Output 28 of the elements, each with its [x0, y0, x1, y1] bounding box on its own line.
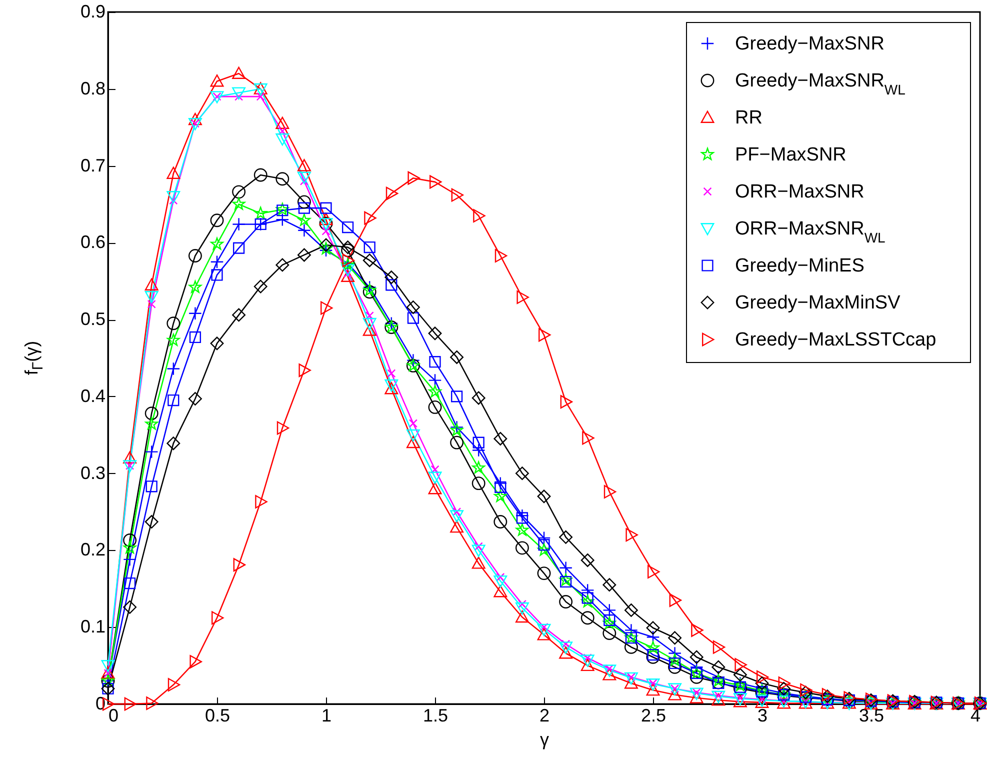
legend-label: Greedy−MaxSNR — [735, 34, 884, 54]
y-tick-label: 0.1 — [80, 616, 106, 637]
y-tick-label: 0.7 — [80, 155, 106, 176]
x-tick-label: 3 — [757, 706, 768, 726]
y-tick-label: 0.4 — [80, 386, 106, 406]
y-tick-label: 0.2 — [80, 540, 106, 560]
y-tick-label: 0.5 — [80, 309, 106, 330]
legend-label: Greedy−MaxLSSTCcap — [735, 330, 936, 350]
y-tick-label: 0.8 — [80, 78, 106, 98]
legend-label: Greedy−MinES — [735, 256, 864, 276]
y-tick-label: 0.6 — [80, 232, 106, 252]
y-tick-label: 0.3 — [80, 462, 106, 483]
legend-label: Greedy−MaxSNR$_{WL}$ — [735, 70, 906, 98]
x-tick-label: 2 — [539, 706, 550, 726]
x-tick-label: 1 — [321, 706, 332, 726]
legend-label: ORR−MaxSNR — [735, 182, 864, 202]
y-tick-label: 0.9 — [80, 2, 106, 22]
x-axis-title: γ — [540, 730, 549, 750]
x-tick-label: 0 — [108, 706, 119, 726]
legend-label: Greedy−MaxMinSV — [735, 292, 901, 314]
x-tick-label: 4 — [970, 706, 980, 726]
legend-label: ORR−MaxSNR$_{WL}$ — [735, 218, 886, 246]
x-tick-label: 1.5 — [422, 706, 448, 726]
legend-label: RR — [735, 108, 762, 128]
x-tick-label: 3.5 — [858, 706, 884, 726]
x-tick-label: 2.5 — [640, 706, 666, 726]
legend-label: PF−MaxSNR — [735, 144, 846, 166]
x-tick-label: 0.5 — [204, 706, 230, 726]
